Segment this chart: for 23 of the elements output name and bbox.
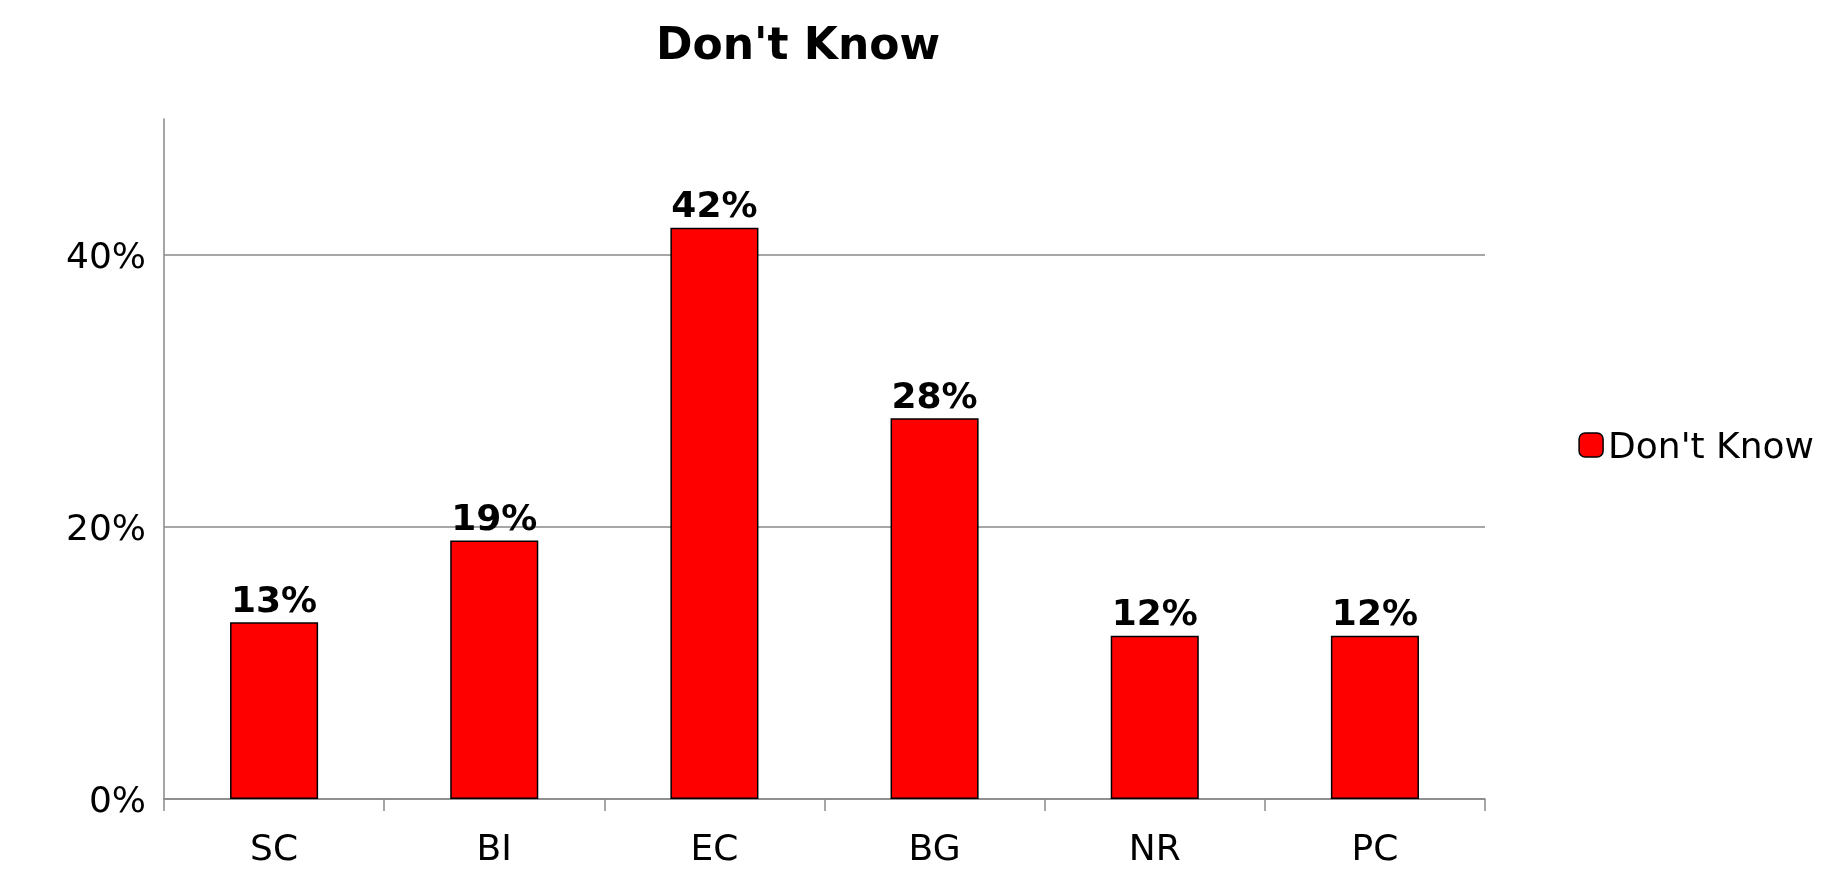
x-tick-label: BG xyxy=(908,826,961,868)
data-label: 42% xyxy=(671,184,758,226)
data-label: 12% xyxy=(1331,592,1418,634)
data-label: 28% xyxy=(891,374,978,416)
x-tick-label: SC xyxy=(250,826,299,868)
bar xyxy=(450,540,539,799)
y-tick-label: 20% xyxy=(65,506,146,548)
y-tick-label: 0% xyxy=(88,778,146,820)
y-tick-label: 40% xyxy=(65,234,146,276)
x-tick-label: PC xyxy=(1351,826,1399,868)
x-tick-label: NR xyxy=(1128,826,1181,868)
data-label: 13% xyxy=(231,578,318,620)
data-label: 12% xyxy=(1111,592,1198,634)
x-tick-label: BI xyxy=(476,826,512,868)
chart-title: Don't Know xyxy=(655,17,941,69)
bar xyxy=(230,622,319,799)
bar xyxy=(1330,635,1419,799)
bar xyxy=(1110,635,1199,799)
data-label: 19% xyxy=(451,497,538,539)
legend-label: Don't Know xyxy=(1608,424,1815,466)
bar xyxy=(670,227,759,799)
x-tick-label: EC xyxy=(690,826,739,868)
bar xyxy=(890,418,979,799)
